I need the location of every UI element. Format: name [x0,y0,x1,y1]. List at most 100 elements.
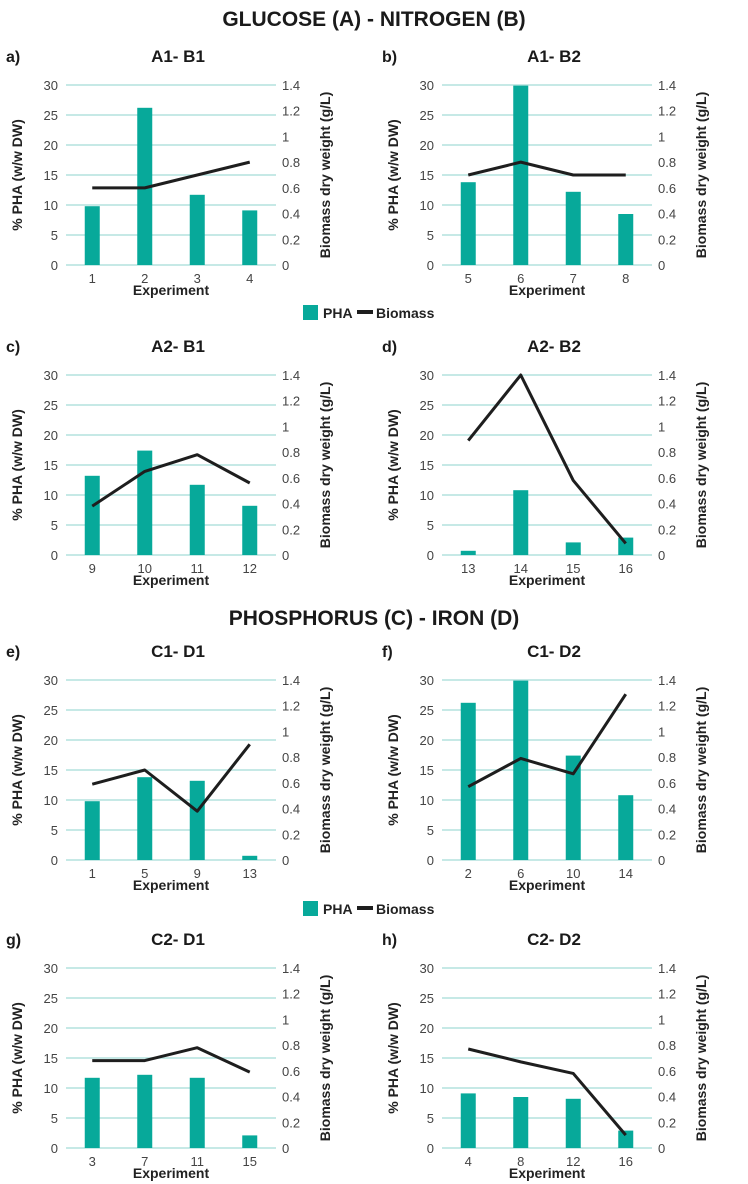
y-tick-label: 10 [44,1081,58,1096]
legend-biomass-label: Biomass [376,305,435,321]
pha-bar [513,680,529,860]
biomass-line [467,693,628,789]
y2-axis-title: Biomass dry weight (g/L) [317,382,333,548]
y2-tick-label: 0.2 [658,1115,676,1130]
y-axis-title: % PHA (w/w DW) [9,119,25,230]
pha-bar [460,1093,476,1148]
legend-pha-label: PHA [323,901,353,917]
y-tick-label: 20 [420,138,434,153]
panel-label: c) [6,339,20,356]
y2-tick-label: 0.8 [658,445,676,460]
x-tick-label: 9 [194,866,201,881]
y2-tick-label: 0.8 [658,750,676,765]
y-tick-label: 10 [420,488,434,503]
y-tick-label: 0 [51,548,58,563]
y2-tick-label: 0.4 [658,497,676,512]
x-axis-title: Experiment [509,1165,586,1181]
pha-bar [565,542,581,555]
pha-bar [242,505,258,555]
panel-title: C2- D2 [527,930,581,949]
y2-tick-label: 1.2 [658,987,676,1002]
panel-title: C1- D2 [527,642,581,661]
x-tick-label: 12 [243,561,257,576]
x-tick-label: 6 [517,866,524,881]
pha-bar [137,450,153,555]
x-tick-label: 8 [517,1154,524,1169]
pha-bar [84,475,100,555]
y-tick-label: 10 [420,1081,434,1096]
x-tick-label: 5 [141,866,148,881]
y2-axis-title: Biomass dry weight (g/L) [317,92,333,258]
y-tick-label: 30 [420,78,434,93]
y-tick-label: 0 [427,548,434,563]
section-title-glucose-nitrogen: GLUCOSE (A) - NITROGEN (B) [222,8,525,31]
legend-pha-swatch [303,901,318,916]
y-tick-label: 25 [44,703,58,718]
y-tick-label: 20 [44,1021,58,1036]
panel-label: b) [382,49,397,66]
y-tick-label: 15 [420,1051,434,1066]
y2-tick-label: 1.4 [658,78,676,93]
pha-bar [242,855,258,860]
y-axis-title: % PHA (w/w DW) [9,714,25,825]
y-axis-title: % PHA (w/w DW) [385,1002,401,1113]
y2-tick-label: 1.4 [282,78,300,93]
x-tick-label: 4 [465,1154,472,1169]
y2-tick-label: 0.2 [282,232,300,247]
y2-tick-label: 0.8 [282,155,300,170]
y-tick-label: 10 [44,198,58,213]
panel-d: d) A2- B2 0 5 10 15 20 25 30 0 0.2 0.4 0.6 0.8 1 1.2 1.4… [382,337,709,588]
panel-title: A1- B2 [527,47,581,66]
y2-axis-title: Biomass dry weight (g/L) [693,975,709,1141]
x-axis-title: Experiment [133,282,210,298]
y-tick-label: 30 [44,673,58,688]
biomass-line [92,160,251,190]
x-tick-label: 8 [622,271,629,286]
y-tick-label: 30 [420,368,434,383]
y2-tick-label: 0.4 [658,1090,676,1105]
y2-tick-label: 1 [658,419,665,434]
y-tick-label: 5 [51,228,58,243]
pha-bar [189,484,205,555]
y-tick-label: 25 [420,703,434,718]
x-tick-label: 12 [566,1154,580,1169]
y-tick-label: 20 [44,428,58,443]
y-tick-label: 30 [44,368,58,383]
y-tick-label: 15 [44,1051,58,1066]
y-axis-title: % PHA (w/w DW) [385,409,401,520]
y-tick-label: 10 [420,198,434,213]
y-tick-label: 5 [427,1111,434,1126]
panel-c: c) A2- B1 0 5 10 15 20 25 30 0 0.2 0.4 0.6 0.8 1 1.2 1.4… [6,337,333,588]
y2-tick-label: 0.8 [282,445,300,460]
y-tick-label: 25 [44,991,58,1006]
panel-f: f) C1- D2 0 5 10 15 20 25 30 0 0.2 0.4 0.6 0.8 1 1.2 1.4… [382,642,709,893]
y2-tick-label: 1 [658,1012,665,1027]
y-tick-label: 0 [427,853,434,868]
y2-tick-label: 0.4 [282,1090,300,1105]
y-tick-label: 20 [420,733,434,748]
x-axis-title: Experiment [509,572,586,588]
panel-title: A2- B2 [527,337,581,356]
y2-tick-label: 0.6 [282,181,300,196]
y2-tick-label: 0 [658,548,665,563]
y2-tick-label: 0.2 [658,827,676,842]
y2-tick-label: 0.6 [658,471,676,486]
y2-tick-label: 1 [282,724,289,739]
y2-tick-label: 1 [282,1012,289,1027]
y-tick-label: 25 [420,398,434,413]
y2-tick-label: 0.8 [282,1038,300,1053]
x-tick-label: 11 [191,1154,205,1169]
y2-tick-label: 0.6 [658,1064,676,1079]
panel-h: h) C2- D2 0 5 10 15 20 25 30 0 0.2 0.4 0.6 0.8 1 1.2 1.4… [382,930,709,1181]
y-tick-label: 5 [427,518,434,533]
pha-bar [513,1097,529,1148]
panel-b: b) A1- B2 0 5 10 15 20 25 30 0 0.2 0.4 0.6 0.8 1 1.2 1.4… [382,47,709,298]
y2-tick-label: 1.4 [658,961,676,976]
biomass-line [467,1047,627,1137]
y2-tick-label: 1.2 [282,987,300,1002]
y2-tick-label: 0.8 [658,1038,676,1053]
y-tick-label: 20 [420,428,434,443]
pha-bar [84,1077,100,1148]
pha-bar [460,702,476,860]
